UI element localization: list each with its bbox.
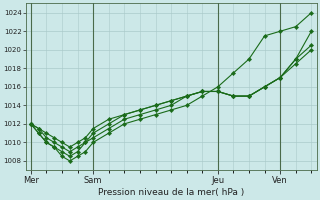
X-axis label: Pression niveau de la mer( hPa ): Pression niveau de la mer( hPa ) <box>98 188 244 197</box>
